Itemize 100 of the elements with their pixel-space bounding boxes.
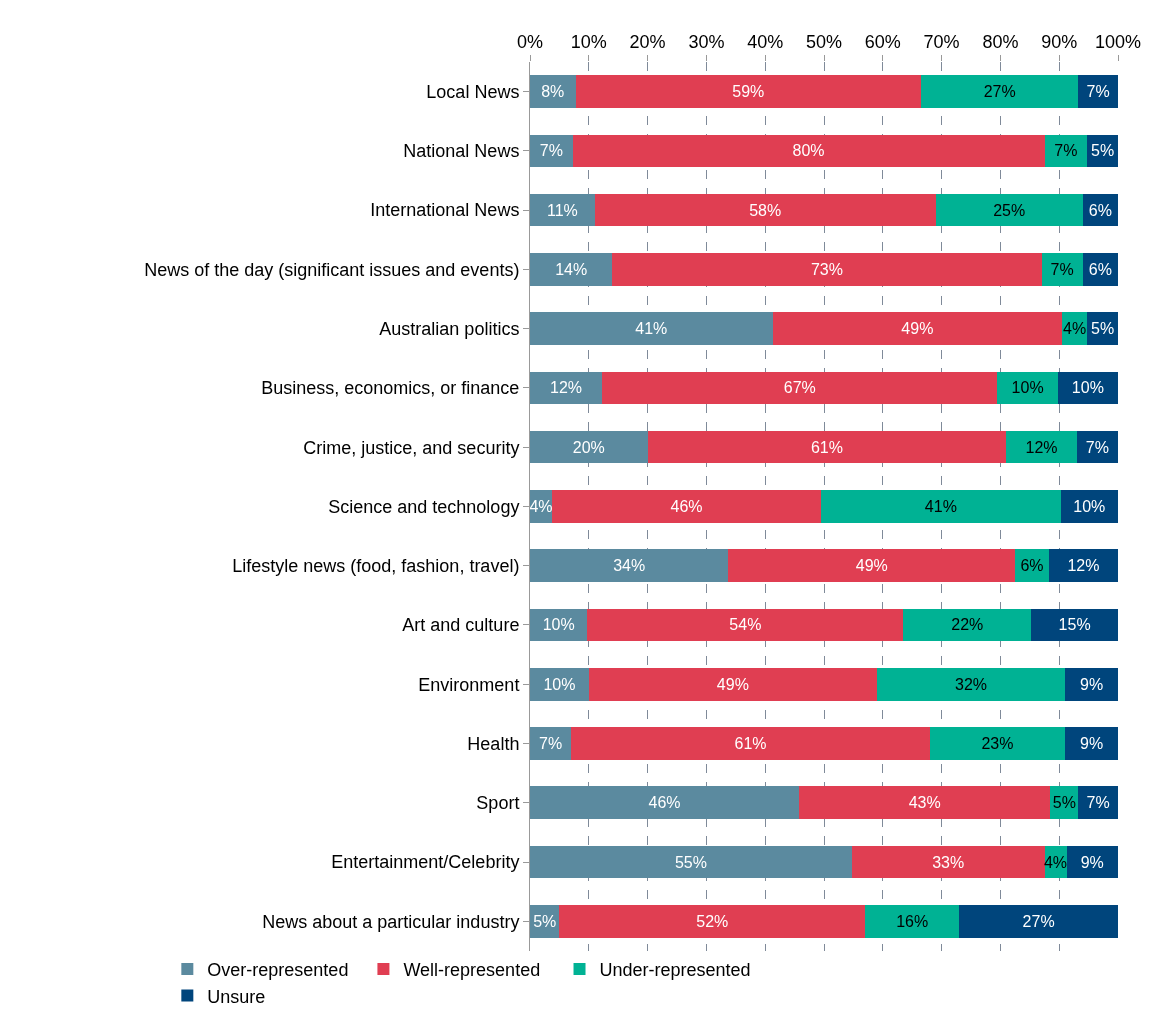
x-tick-label: 90% [1041, 31, 1078, 52]
data-label: 49% [855, 557, 888, 575]
data-label: 12% [1067, 557, 1100, 575]
data-label: 9% [1079, 675, 1104, 693]
x-tick-label: 100% [1094, 31, 1142, 52]
data-label: 7% [1085, 438, 1109, 456]
y-tick-label: Art and culture [402, 615, 520, 636]
data-label: 7% [1050, 260, 1074, 278]
data-label: 11% [546, 201, 578, 219]
bar [530, 253, 613, 286]
data-label: 5% [1052, 794, 1076, 812]
data-label: 6% [1020, 557, 1044, 575]
bar [530, 549, 729, 583]
x-tick-label: 50% [805, 31, 843, 52]
bar [530, 75, 576, 108]
data-label: 25% [993, 201, 1026, 219]
data-label: 27% [983, 83, 1016, 101]
data-label: 9% [1079, 734, 1104, 752]
data-label: 7% [539, 734, 563, 752]
data-label: 58% [749, 201, 782, 219]
y-tick-label: Health [467, 733, 520, 754]
data-label: 22% [951, 616, 984, 634]
bar [530, 786, 800, 820]
bar [851, 845, 1045, 879]
y-tick-label: Local News [426, 81, 520, 102]
bar [530, 727, 572, 760]
data-label: 15% [1058, 616, 1091, 634]
x-tick-label: 0% [516, 31, 544, 52]
bar [799, 786, 1051, 820]
x-tick-label: 10% [570, 31, 607, 52]
data-label: 34% [613, 557, 646, 575]
data-label: 49% [716, 675, 749, 693]
data-label: 5% [1091, 142, 1115, 160]
bar [935, 193, 1083, 227]
bar [530, 845, 852, 879]
bar [1078, 786, 1118, 820]
y-tick-label: Environment [418, 674, 520, 695]
data-label: 16% [896, 912, 929, 930]
bar [728, 549, 1016, 583]
data-label: 12% [550, 379, 583, 397]
bar [559, 904, 866, 938]
bar [1065, 727, 1118, 760]
x-tick-label: 70% [923, 31, 960, 52]
bar [552, 490, 822, 523]
y-tick-label: International News [370, 200, 520, 221]
bar [1060, 490, 1118, 523]
y-tick-label: Entertainment/Celebrity [331, 852, 520, 873]
x-tick-label: 60% [864, 31, 901, 52]
data-label: 20% [572, 438, 605, 456]
data-label: 46% [648, 794, 681, 812]
data-label: 12% [1025, 438, 1058, 456]
data-label: 41% [635, 320, 668, 338]
data-label: 43% [908, 794, 941, 812]
data-label: 4% [1063, 320, 1087, 338]
data-label: 27% [1022, 912, 1055, 930]
data-label: 6% [1088, 260, 1112, 278]
data-label: 33% [932, 853, 965, 871]
data-label: 67% [783, 379, 816, 397]
data-label: 59% [732, 83, 765, 101]
bar [1065, 667, 1118, 701]
bar [594, 193, 936, 227]
bar [921, 75, 1079, 108]
legend-label: Under-represented [599, 960, 751, 981]
x-tick-label: 30% [688, 31, 725, 52]
data-label: 49% [901, 320, 934, 338]
y-tick-label: Business, economics, or finance [261, 378, 520, 399]
data-label: 8% [541, 83, 565, 101]
y-tick-label: News about a particular industry [262, 911, 520, 932]
bar [865, 904, 960, 938]
legend-label: Over-represented [207, 960, 349, 981]
bar [530, 667, 589, 701]
data-label: 4% [529, 497, 553, 515]
y-tick-label: Sport [476, 793, 520, 814]
x-tick-label: 80% [982, 31, 1019, 52]
legend-label: Unsure [207, 986, 266, 1007]
data-label: 61% [810, 438, 843, 456]
data-label: 10% [1071, 379, 1104, 397]
y-tick-label: News of the day (significant issues and events) [144, 259, 520, 280]
data-label: 5% [533, 912, 557, 930]
bar [1031, 608, 1118, 642]
data-label: 52% [696, 912, 729, 930]
y-tick-label: Lifestyle news (food, fashion, travel) [232, 556, 520, 577]
x-tick-label: 20% [629, 31, 666, 52]
data-label: 10% [1011, 379, 1044, 397]
data-label: 7% [1086, 794, 1110, 812]
bar [929, 727, 1066, 760]
bar [1041, 253, 1083, 286]
data-label: 23% [981, 734, 1014, 752]
bar [530, 312, 773, 345]
bar [612, 253, 1042, 286]
bar [572, 134, 1045, 168]
data-label: 6% [1088, 201, 1112, 219]
bar [1048, 549, 1118, 583]
bar [876, 667, 1066, 701]
data-label: 7% [1086, 83, 1110, 101]
bar [1006, 430, 1077, 464]
data-label: 10% [543, 675, 576, 693]
data-label: 61% [734, 734, 767, 752]
bar [588, 667, 877, 701]
bar [959, 904, 1118, 938]
